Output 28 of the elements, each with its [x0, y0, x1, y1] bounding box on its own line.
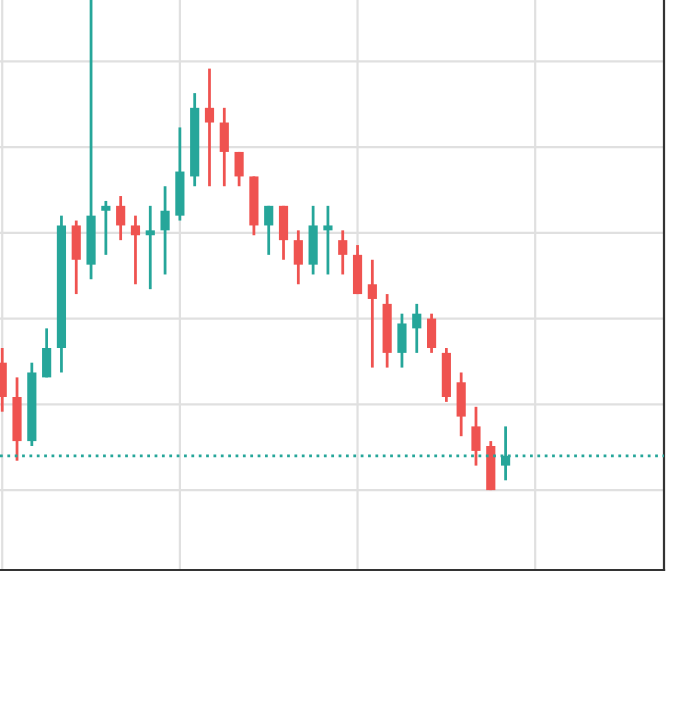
candlestick — [441, 346, 451, 404]
candlestick — [486, 439, 496, 492]
candlestick — [0, 346, 7, 414]
candlestick — [71, 219, 81, 296]
candlestick — [175, 126, 185, 222]
candlestick — [278, 204, 289, 262]
candlestick — [101, 199, 111, 257]
candlestick — [308, 204, 318, 276]
candlestick — [204, 67, 215, 188]
candlestick — [426, 312, 437, 355]
candlestick — [12, 376, 22, 463]
candlestick — [264, 204, 274, 257]
candlestick — [219, 106, 229, 188]
candlestick — [471, 405, 481, 467]
candlestick — [160, 184, 170, 276]
candlestick — [367, 258, 377, 369]
candlestick — [234, 150, 244, 188]
candlestick — [116, 194, 126, 242]
candlestick — [338, 228, 348, 276]
candlestick — [352, 243, 363, 296]
candlestick — [323, 204, 333, 276]
candlestick — [456, 371, 466, 438]
candlestick — [145, 204, 155, 291]
candlestick — [130, 214, 141, 286]
candlestick — [293, 228, 303, 286]
candlestick — [412, 302, 422, 355]
candlestick — [397, 312, 407, 369]
candlestick — [42, 326, 52, 379]
